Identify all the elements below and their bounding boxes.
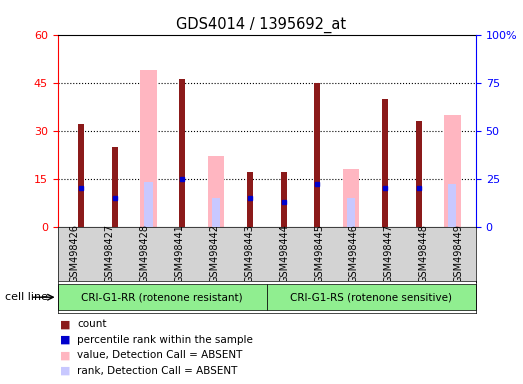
- Text: CRI-G1-RR (rotenone resistant): CRI-G1-RR (rotenone resistant): [81, 292, 243, 302]
- Text: GSM498448: GSM498448: [418, 224, 429, 283]
- Text: ■: ■: [60, 335, 71, 345]
- Bar: [58, 284, 267, 310]
- Bar: [212, 198, 220, 227]
- Bar: [78, 124, 84, 227]
- Text: GSM498426: GSM498426: [70, 224, 80, 283]
- Bar: [343, 169, 359, 227]
- Text: GSM498428: GSM498428: [140, 224, 150, 283]
- Bar: [281, 172, 287, 227]
- Text: GSM498442: GSM498442: [209, 224, 220, 283]
- Bar: [444, 114, 461, 227]
- Bar: [140, 70, 157, 227]
- Text: GSM498446: GSM498446: [349, 224, 359, 283]
- Text: GSM498447: GSM498447: [384, 224, 394, 283]
- Text: value, Detection Call = ABSENT: value, Detection Call = ABSENT: [77, 350, 243, 360]
- Text: GSM498444: GSM498444: [279, 224, 289, 283]
- Text: GSM498445: GSM498445: [314, 224, 324, 283]
- Bar: [382, 99, 388, 227]
- Text: count: count: [77, 319, 107, 329]
- Text: rank, Detection Call = ABSENT: rank, Detection Call = ABSENT: [77, 366, 238, 376]
- Bar: [314, 83, 320, 227]
- Text: GSM498427: GSM498427: [105, 224, 115, 283]
- Text: GSM498449: GSM498449: [453, 224, 463, 283]
- Bar: [112, 147, 118, 227]
- Bar: [144, 182, 153, 227]
- Text: GSM498441: GSM498441: [175, 224, 185, 283]
- Text: CRI-G1-RS (rotenone sensitive): CRI-G1-RS (rotenone sensitive): [290, 292, 452, 302]
- Bar: [416, 121, 422, 227]
- Bar: [448, 184, 457, 227]
- Text: GDS4014 / 1395692_at: GDS4014 / 1395692_at: [176, 17, 347, 33]
- Text: ■: ■: [60, 319, 71, 329]
- Text: percentile rank within the sample: percentile rank within the sample: [77, 335, 253, 345]
- Text: GSM498443: GSM498443: [244, 224, 254, 283]
- Bar: [208, 156, 224, 227]
- Text: cell line: cell line: [5, 292, 48, 302]
- Bar: [347, 198, 355, 227]
- Text: ■: ■: [60, 350, 71, 360]
- Bar: [267, 284, 476, 310]
- Text: ■: ■: [60, 366, 71, 376]
- Bar: [179, 79, 185, 227]
- Bar: [247, 172, 253, 227]
